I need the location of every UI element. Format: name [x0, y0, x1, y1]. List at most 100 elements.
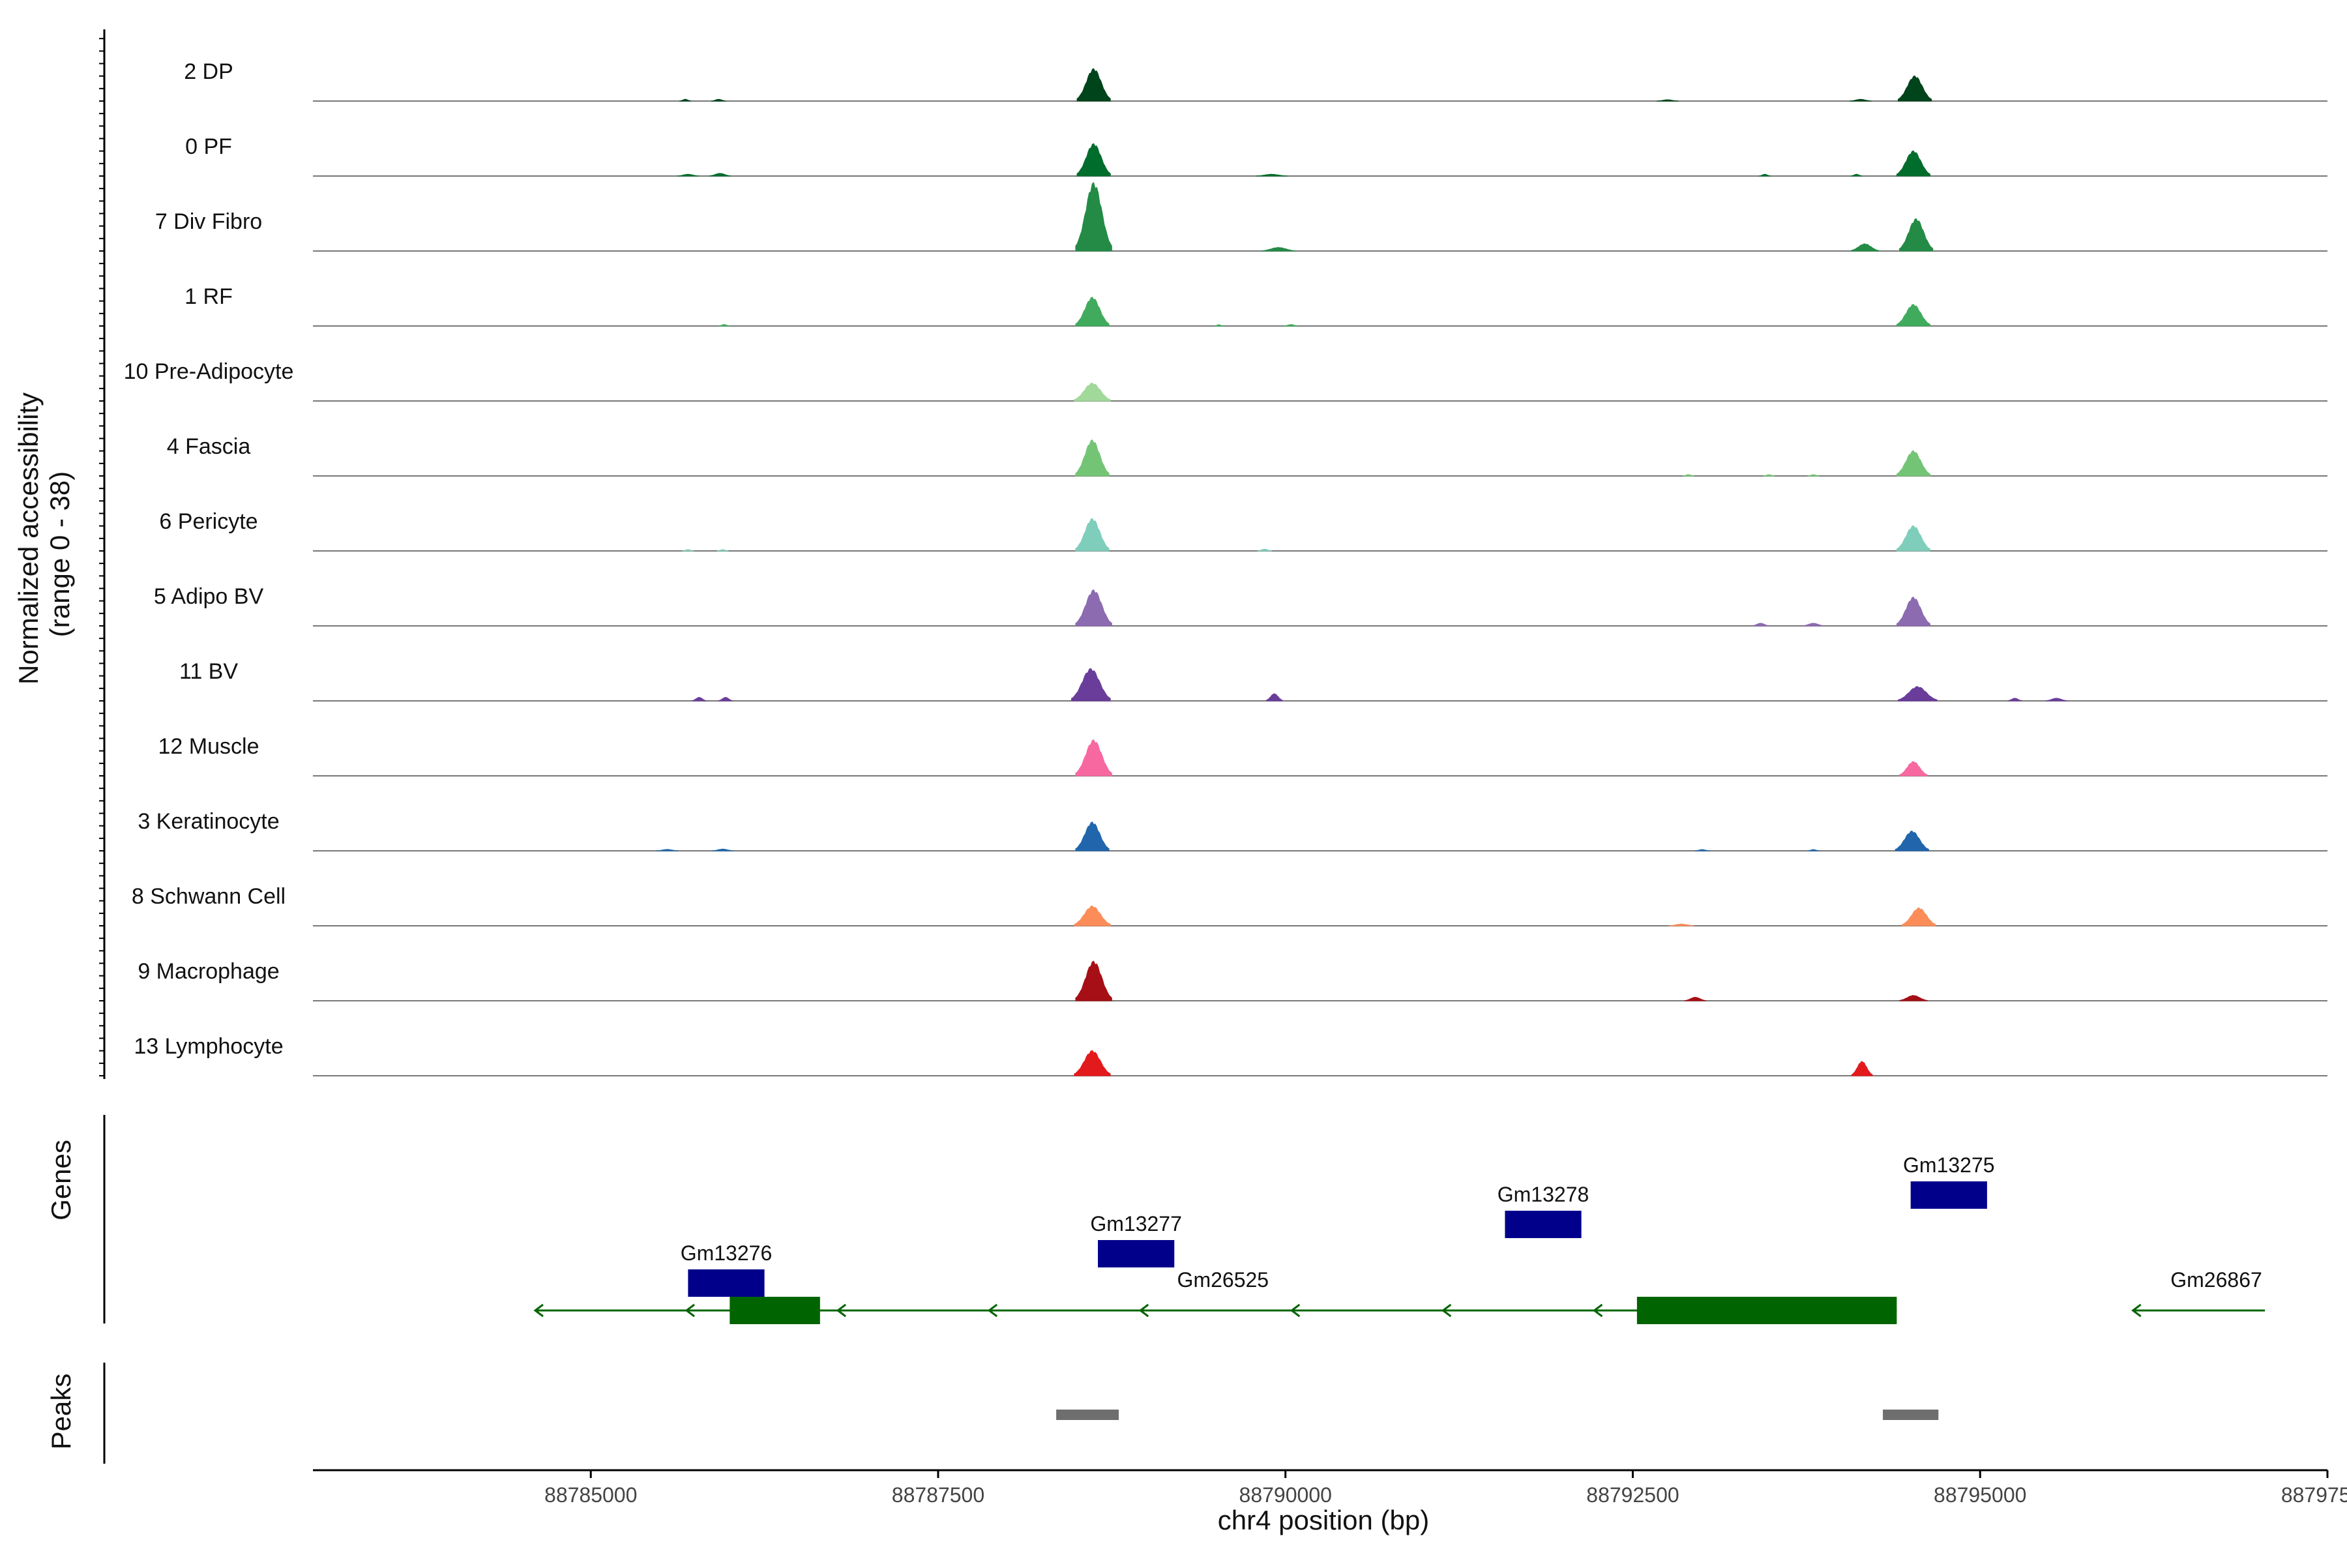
coverage-peak — [1763, 474, 1775, 477]
gene-label: Gm13278 — [1497, 1183, 1589, 1206]
gene-exon — [730, 1297, 820, 1324]
coverage-peak — [1850, 243, 1880, 252]
coverage-peak — [1075, 739, 1112, 777]
coverage-peak — [1896, 525, 1931, 552]
strand-arrow — [836, 1303, 847, 1318]
strand-arrow — [1290, 1303, 1301, 1318]
coverage-peak — [1694, 849, 1710, 851]
coverage-peak — [2007, 698, 2022, 702]
coverage-peak — [1802, 623, 1824, 627]
coverage-peak — [1265, 693, 1284, 702]
coverage-peak — [1850, 173, 1863, 177]
coverage-peak — [1896, 150, 1931, 177]
coverage-peak — [1899, 761, 1928, 777]
coverage-peak — [1214, 324, 1224, 327]
strand-arrow — [1138, 1303, 1149, 1318]
coverage-peak — [1682, 474, 1695, 477]
coverage-peak — [682, 549, 694, 552]
peak-region — [1056, 1410, 1119, 1420]
coverage-peak — [1075, 821, 1110, 851]
coverage-peak — [1257, 548, 1272, 552]
coverage-peak — [2045, 698, 2067, 702]
track-label: 3 Keratinocyte — [138, 809, 280, 834]
coverage-peak — [1075, 589, 1112, 627]
track-label: 10 Pre-Adipocyte — [123, 359, 294, 384]
track-label: 12 Muscle — [158, 734, 259, 759]
coverage-peak — [1896, 597, 1931, 627]
coverage-peak — [1262, 246, 1296, 252]
genes-track-title: Genes — [46, 1140, 76, 1220]
coverage-peak — [1897, 75, 1932, 102]
coverage-peak — [1657, 99, 1679, 102]
y-axis-title-main: Normalized accessibility — [13, 392, 44, 685]
coverage-peak — [1684, 996, 1706, 1001]
track-label: 9 Macrophage — [138, 959, 280, 984]
x-tick-label: 88795000 — [1934, 1483, 2027, 1507]
coverage-peak — [1807, 849, 1820, 851]
gene-label: Gm13276 — [680, 1241, 773, 1265]
coverage-peak — [1075, 439, 1110, 477]
gene-label: Gm26525 — [1177, 1268, 1269, 1292]
x-tick-label: 88797500 — [2281, 1483, 2347, 1507]
track-label: 2 DP — [184, 59, 233, 84]
gene-block — [1505, 1211, 1582, 1238]
x-axis-title: chr4 position (bp) — [1217, 1505, 1430, 1535]
coverage-peak — [1897, 686, 1938, 702]
peaks-track-title: Peaks — [46, 1373, 76, 1450]
gene-label: Gm13277 — [1090, 1212, 1182, 1235]
coverage-peak — [718, 696, 733, 702]
coverage-peak — [1807, 474, 1820, 477]
coverage-peak — [1850, 98, 1872, 102]
track-label: 6 Pericyte — [159, 509, 258, 534]
track-label: 7 Div Fibro — [155, 209, 263, 234]
coverage-peak — [718, 324, 730, 327]
coverage-peak — [1075, 518, 1110, 552]
coverage-peak — [1076, 143, 1111, 177]
coverage-peak — [1074, 382, 1111, 402]
coverage-peak — [1256, 173, 1288, 177]
gene-label: Gm13275 — [1903, 1153, 1995, 1177]
strand-arrow — [1441, 1303, 1452, 1318]
track-label: 13 Lymphocyte — [134, 1034, 284, 1059]
coverage-peak — [1896, 450, 1931, 477]
coverage-peak — [711, 98, 726, 102]
coverage-peak — [1284, 324, 1299, 327]
y-axis-title: Normalized accessibility (range 0 - 38) — [13, 392, 78, 685]
coverage-peak — [1899, 218, 1934, 252]
coverage-peak — [712, 848, 734, 851]
x-tick-label: 88787500 — [891, 1483, 985, 1507]
peak-region — [1883, 1410, 1939, 1420]
track-label: 5 Adipo BV — [153, 584, 264, 609]
strand-arrow — [533, 1303, 544, 1318]
y-axis-title-range: (range 0 - 38) — [44, 471, 75, 638]
coverage-peak — [1075, 182, 1112, 252]
coverage-peak — [709, 173, 731, 177]
coverage-peak — [692, 696, 707, 702]
coverage-peak — [1758, 173, 1771, 177]
coverage-peak — [1075, 960, 1112, 1001]
track-label: 4 Fascia — [166, 434, 251, 459]
coverage-peak — [1074, 906, 1111, 926]
strand-arrow — [2131, 1303, 2142, 1318]
gene-exon — [1636, 1297, 1897, 1324]
coverage-peak — [716, 549, 729, 552]
gene-block — [1910, 1181, 1987, 1209]
gene-block — [688, 1269, 765, 1297]
coverage-peak — [1074, 1050, 1111, 1076]
coverage-peak — [1076, 68, 1111, 102]
coverage-peak — [1899, 995, 1928, 1001]
coverage-peak — [1895, 831, 1929, 851]
coverage-peak — [679, 98, 692, 102]
strand-arrow — [1592, 1303, 1603, 1318]
coverage-peak — [1075, 297, 1110, 327]
track-label: 11 BV — [179, 659, 239, 684]
coverage-peak — [1752, 623, 1769, 627]
coverage-peak — [1668, 923, 1694, 926]
coverage-peak — [1902, 907, 1936, 926]
gene-label: Gm26867 — [2170, 1268, 2262, 1292]
gene-block — [1098, 1240, 1175, 1267]
x-tick-label: 88790000 — [1239, 1483, 1332, 1507]
x-tick-label: 88785000 — [544, 1483, 638, 1507]
coverage-peak — [1896, 304, 1931, 327]
